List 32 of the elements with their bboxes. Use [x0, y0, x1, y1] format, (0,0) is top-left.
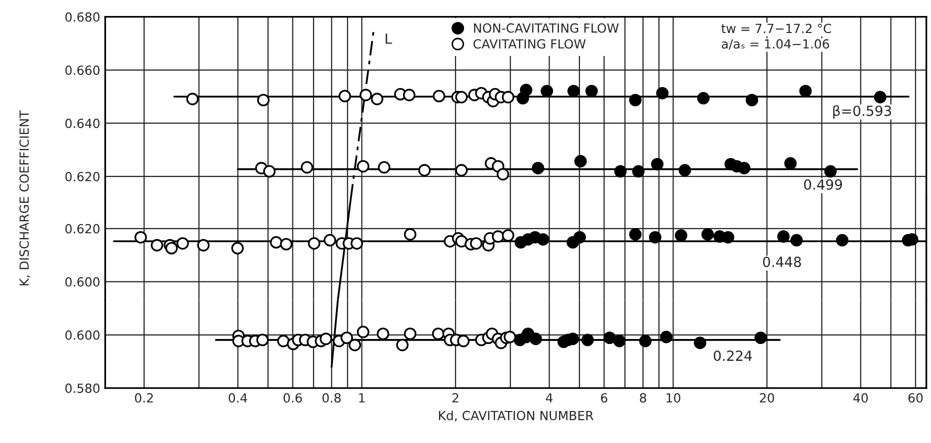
x-tick-label: 8 [640, 393, 646, 403]
y-tick-label: 0.680 [65, 12, 100, 22]
x-tick-label: 0.4 [228, 393, 248, 403]
y-tick-label: 0.640 [65, 118, 100, 128]
y-axis-title: K, DISCHARGE COEFFICIENT [19, 110, 30, 286]
y-tick-label: 0.600 [65, 330, 100, 340]
annotation: β=0.593 [833, 105, 892, 119]
y-tick-label: 0.620 [65, 172, 100, 182]
x-tick-label: 2 [452, 393, 458, 402]
x-tick-label: 20 [760, 393, 774, 403]
x-tick-label: 10 [666, 393, 680, 403]
y-tick-label: 0.620 [65, 224, 100, 234]
annotation: tw = 7.7−17.2 °C [721, 24, 832, 34]
x-tick-label: 6 [601, 393, 608, 403]
x-tick-label: 0.8 [322, 393, 341, 403]
y-tick-label: 0.600 [65, 277, 100, 287]
annotation: 0.224 [714, 350, 752, 362]
annotation: L [386, 34, 392, 44]
legend-label: NON-CAVITATING FLOW [474, 23, 619, 33]
x-tick-label: 1 [359, 393, 365, 402]
x-tick-label: 4 [546, 393, 553, 402]
y-tick-label: 0.660 [65, 65, 100, 75]
annotation: 0.499 [804, 179, 842, 190]
annotation: 0.448 [763, 256, 801, 268]
x-tick-label: 40 [853, 393, 868, 403]
x-tick-label: 60 [908, 393, 923, 403]
x-tick-label: 0.6 [284, 393, 302, 403]
y-tick-label: 0.580 [65, 384, 100, 393]
annotation: a/aₛ = 1.04−1.06 [722, 39, 830, 50]
legend-label: CAVITATING FLOW [474, 39, 586, 49]
x-tick-label: 0.2 [134, 393, 153, 403]
x-axis-title: Kd, CAVITATION NUMBER [439, 410, 594, 422]
